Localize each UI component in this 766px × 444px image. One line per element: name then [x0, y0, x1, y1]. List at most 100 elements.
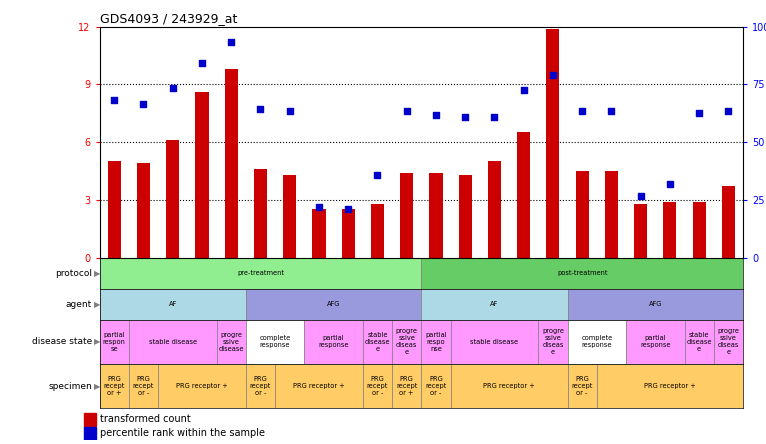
- Bar: [283, 175, 296, 258]
- Text: specimen: specimen: [48, 382, 92, 391]
- Bar: [217, 320, 246, 364]
- Text: percentile rank within the sample: percentile rank within the sample: [100, 428, 265, 438]
- Bar: [575, 171, 589, 258]
- Bar: [663, 202, 676, 258]
- Bar: [313, 210, 326, 258]
- Text: stable disease: stable disease: [470, 339, 519, 345]
- Text: stable
disease
e: stable disease e: [686, 332, 712, 352]
- Bar: [129, 320, 217, 364]
- Bar: [166, 140, 179, 258]
- Bar: [158, 364, 246, 408]
- Bar: [597, 364, 743, 408]
- Bar: [100, 320, 129, 364]
- Bar: [517, 132, 530, 258]
- Bar: [246, 364, 275, 408]
- Text: progre
ssive
diseas
e: progre ssive diseas e: [542, 329, 564, 355]
- Text: ▶: ▶: [94, 382, 100, 391]
- Bar: [100, 364, 129, 408]
- Point: [430, 111, 442, 119]
- Text: ▶: ▶: [94, 300, 100, 309]
- Bar: [304, 320, 363, 364]
- Bar: [392, 364, 421, 408]
- Text: AF: AF: [490, 301, 499, 307]
- Bar: [568, 320, 626, 364]
- Text: PRG receptor +: PRG receptor +: [483, 383, 535, 389]
- Point: [137, 100, 149, 107]
- Point: [722, 108, 735, 115]
- Bar: [371, 204, 384, 258]
- Point: [254, 106, 267, 113]
- Bar: [459, 175, 472, 258]
- Bar: [342, 210, 355, 258]
- Bar: [392, 320, 421, 364]
- Text: PRG receptor +: PRG receptor +: [644, 383, 696, 389]
- Bar: [107, 161, 121, 258]
- Bar: [626, 320, 685, 364]
- Point: [634, 192, 647, 199]
- Bar: [246, 289, 421, 320]
- Text: progre
ssive
disease: progre ssive disease: [218, 332, 244, 352]
- Bar: [246, 320, 304, 364]
- Bar: [363, 320, 392, 364]
- Bar: [450, 364, 568, 408]
- Bar: [538, 320, 568, 364]
- Bar: [634, 204, 647, 258]
- Point: [693, 110, 705, 117]
- Bar: [685, 320, 714, 364]
- Bar: [363, 364, 392, 408]
- Text: progre
ssive
diseas
e: progre ssive diseas e: [718, 329, 739, 355]
- Point: [166, 85, 178, 92]
- Bar: [450, 320, 538, 364]
- Text: protocol: protocol: [55, 269, 92, 278]
- Text: partial
respo
nse: partial respo nse: [425, 332, 447, 352]
- Text: PRG receptor +: PRG receptor +: [293, 383, 345, 389]
- Bar: [421, 364, 450, 408]
- Text: post-treatment: post-treatment: [557, 270, 607, 276]
- Text: progre
ssive
diseas
e: progre ssive diseas e: [396, 329, 417, 355]
- Text: AFG: AFG: [649, 301, 662, 307]
- Text: stable
disease
e: stable disease e: [365, 332, 390, 352]
- Text: partial
response: partial response: [319, 335, 349, 349]
- Text: complete
response: complete response: [581, 335, 612, 349]
- Text: PRG
recept
or -: PRG recept or -: [250, 376, 271, 396]
- Bar: [275, 364, 363, 408]
- Bar: [84, 427, 96, 440]
- Text: transformed count: transformed count: [100, 414, 191, 424]
- Bar: [421, 289, 568, 320]
- Bar: [568, 364, 597, 408]
- Bar: [714, 320, 743, 364]
- Bar: [421, 320, 450, 364]
- Point: [576, 108, 588, 115]
- Text: disease state: disease state: [31, 337, 92, 346]
- Bar: [429, 173, 443, 258]
- Point: [225, 39, 237, 46]
- Bar: [722, 186, 735, 258]
- Point: [547, 71, 559, 78]
- Bar: [568, 289, 743, 320]
- Point: [605, 108, 617, 115]
- Bar: [488, 161, 501, 258]
- Text: ▶: ▶: [94, 337, 100, 346]
- Text: AF: AF: [169, 301, 177, 307]
- Point: [196, 59, 208, 67]
- Bar: [400, 173, 414, 258]
- Point: [488, 114, 500, 121]
- Point: [283, 108, 296, 115]
- Bar: [546, 28, 559, 258]
- Bar: [100, 258, 421, 289]
- Point: [108, 96, 120, 103]
- Bar: [421, 258, 743, 289]
- Bar: [195, 92, 208, 258]
- Bar: [254, 169, 267, 258]
- Point: [401, 108, 413, 115]
- Text: PRG
recept
or +: PRG recept or +: [103, 376, 125, 396]
- Point: [518, 87, 530, 94]
- Bar: [129, 364, 158, 408]
- Text: PRG
recept
or -: PRG recept or -: [571, 376, 593, 396]
- Text: partial
response: partial response: [640, 335, 670, 349]
- Bar: [100, 289, 246, 320]
- Text: PRG
recept
or -: PRG recept or -: [425, 376, 447, 396]
- Point: [372, 171, 384, 178]
- Text: PRG
recept
or +: PRG recept or +: [396, 376, 417, 396]
- Text: ▶: ▶: [94, 269, 100, 278]
